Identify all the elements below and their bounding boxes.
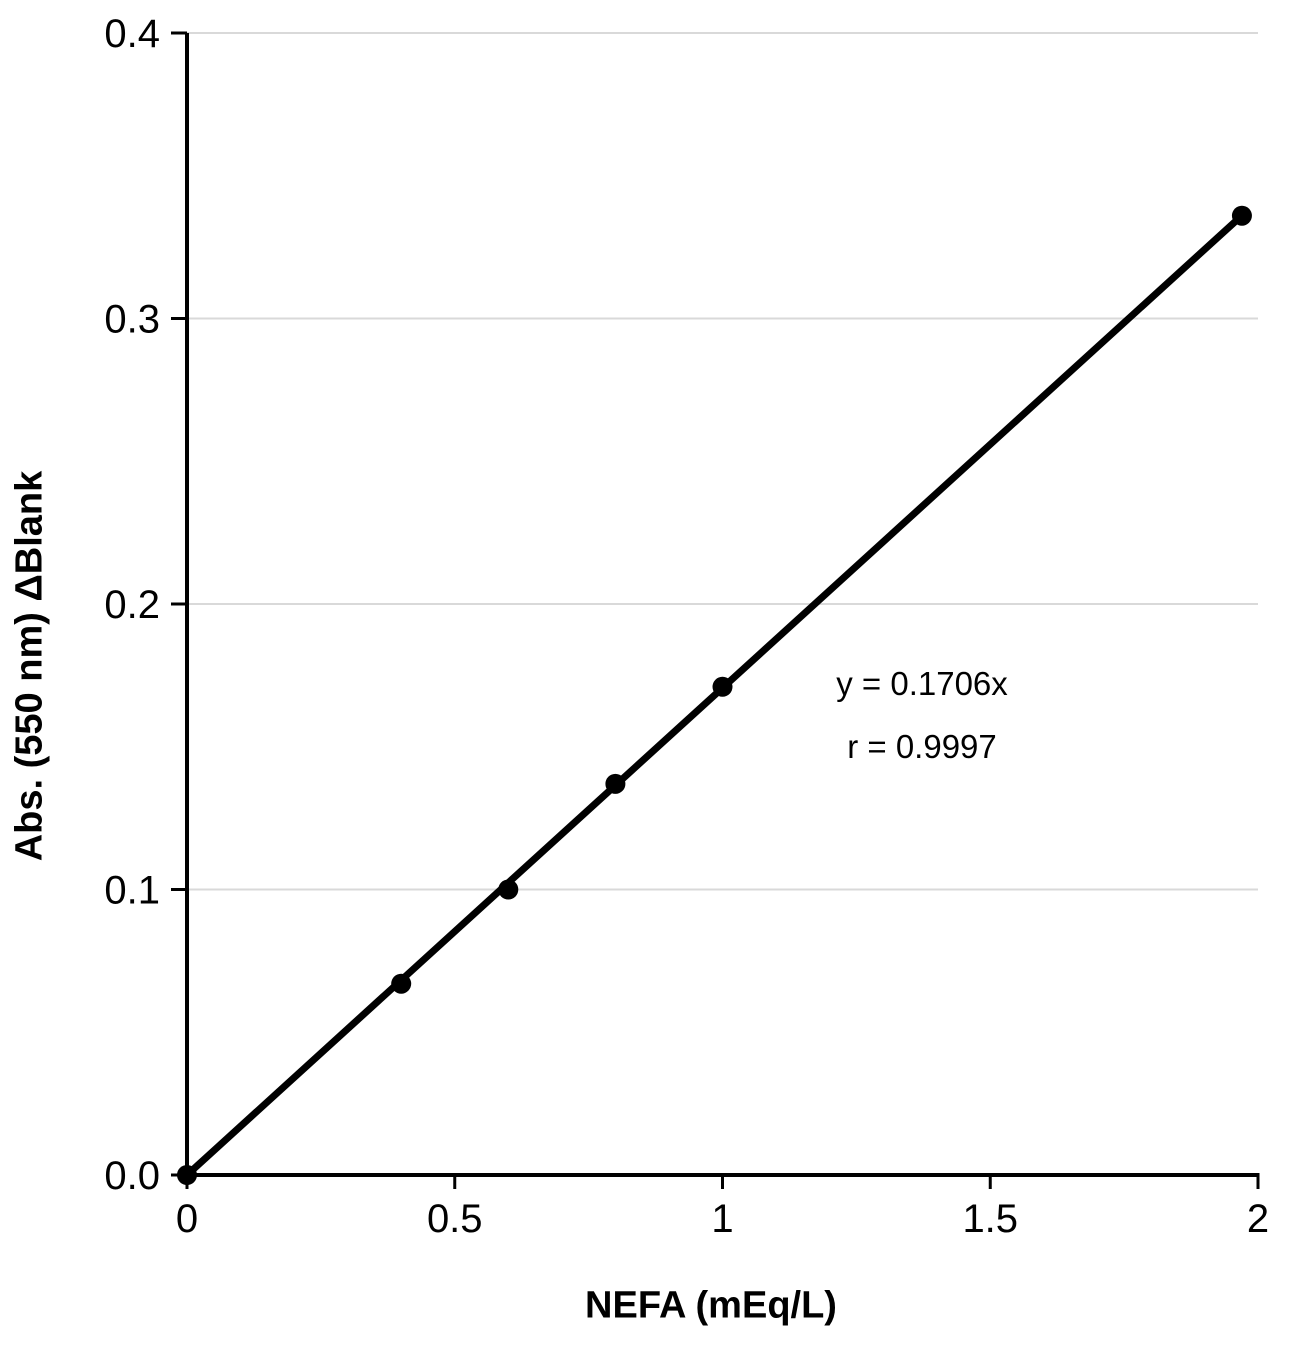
y-axis-title: Abs. (550 nm) ΔBlank: [8, 470, 51, 862]
trendline-equation-label: y = 0.1706x: [836, 665, 1008, 702]
y-tick-label: 0.2: [104, 583, 160, 627]
data-point: [498, 879, 519, 900]
correlation-coefficient-label: r = 0.9997: [847, 728, 997, 765]
y-tick-label: 0.4: [104, 12, 160, 56]
x-axis-title: NEFA (mEq/L): [585, 1284, 837, 1327]
data-point: [391, 973, 412, 994]
data-point: [605, 773, 626, 794]
x-tick-label: 0.5: [427, 1197, 483, 1241]
data-point: [1231, 205, 1252, 226]
data-point: [177, 1165, 197, 1185]
x-tick-label: 0: [176, 1197, 198, 1241]
x-tick-label: 1: [711, 1197, 733, 1241]
x-tick-label: 1.5: [962, 1197, 1018, 1241]
x-tick-label: 2: [1247, 1197, 1269, 1241]
trend-line: [184, 212, 1245, 1178]
data-point: [712, 676, 733, 697]
y-tick-label: 0.0: [104, 1154, 160, 1198]
y-tick-label: 0.1: [104, 869, 160, 913]
y-tick-label: 0.3: [104, 298, 160, 342]
